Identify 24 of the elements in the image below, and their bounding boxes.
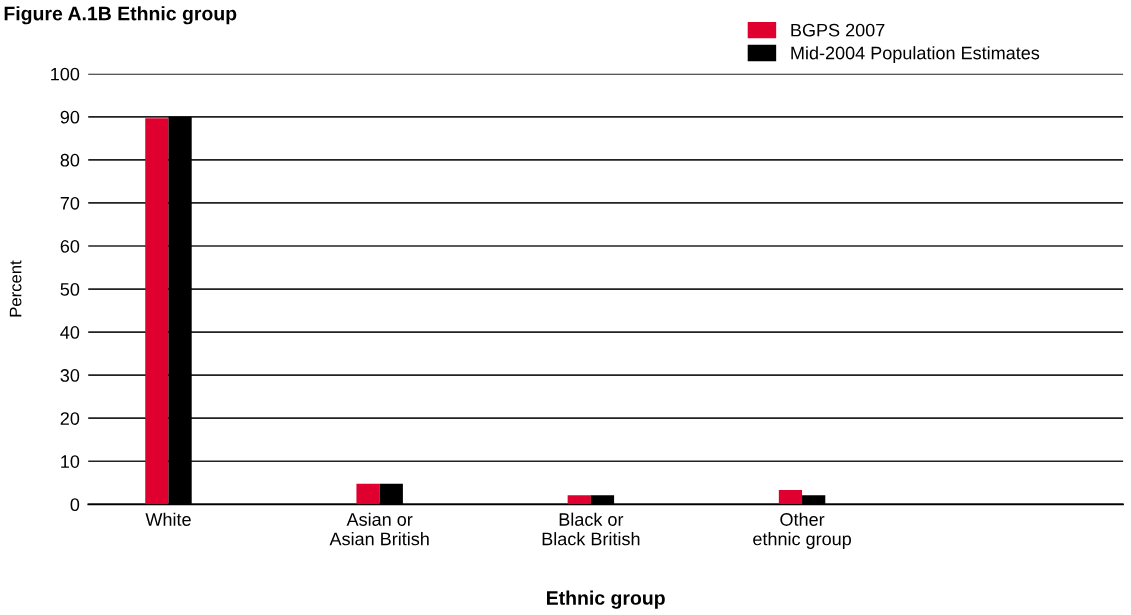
y-tick-label: 40 [60,326,80,339]
x-tick-label: White [145,512,191,526]
chart-title: Figure A.1B Ethnic group [4,6,237,25]
y-tick-label: 10 [61,455,80,468]
y-tick-label: 90 [60,110,80,124]
y-tick-label: 30 [60,369,80,382]
legend-label: Mid-2004 Population Estimates [791,46,1040,63]
y-tick-label: 60 [60,239,80,253]
y-tick-label: 80 [60,153,80,167]
x-tick-label: Other ethnic group [753,512,851,549]
y-tick-label: 0 [70,498,80,512]
bar [356,483,380,505]
y-tick-label: 100 [51,67,80,81]
y-tick-label: 20 [60,412,80,425]
x-tick-label: Black or Black British [542,512,640,546]
bar [145,118,169,505]
y-axis-title: Percent [9,260,22,317]
x-tick-label: Asian or Asian British [329,512,429,546]
bar [778,490,803,505]
y-tick-label: 70 [60,196,80,210]
legend-label: BGPS 2007 [791,23,885,37]
bar [567,495,591,505]
x-axis-title: Ethnic group [547,590,665,609]
y-tick-label: 50 [60,282,80,296]
